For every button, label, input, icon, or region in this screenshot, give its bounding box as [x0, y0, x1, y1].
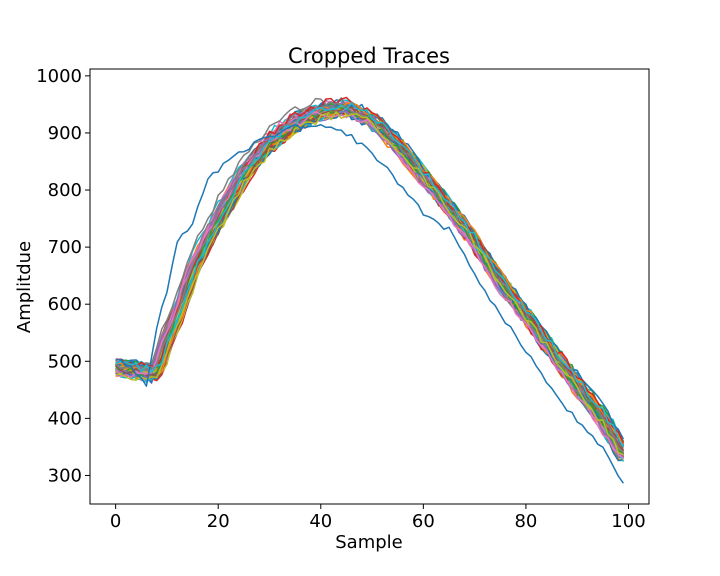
y-tick-label: 400 — [48, 408, 82, 429]
trace-line — [115, 110, 624, 460]
x-tick-label: 100 — [611, 511, 645, 532]
y-tick-label: 300 — [48, 465, 82, 486]
x-tick-label: 60 — [412, 511, 435, 532]
series-layer — [115, 96, 625, 484]
y-tick-label: 1000 — [36, 66, 82, 87]
chart-title: Cropped Traces — [288, 44, 450, 68]
y-tick-label: 500 — [48, 351, 82, 372]
x-tick-label: 20 — [207, 511, 230, 532]
y-tick-label: 700 — [48, 237, 82, 258]
y-axis-label: Amplitdue — [14, 241, 35, 333]
y-axis-ticks: 300 400 500 600 700 800 900 1000 — [36, 66, 90, 486]
y-tick-label: 800 — [48, 180, 82, 201]
x-tick-label: 0 — [110, 511, 121, 532]
axes-frame — [89, 68, 650, 505]
outlier-trace-line — [115, 123, 624, 484]
x-tick-label: 40 — [309, 511, 332, 532]
trace-line — [115, 111, 624, 456]
x-axis-label: Sample — [335, 532, 403, 553]
y-tick-label: 900 — [48, 123, 82, 144]
x-tick-label: 80 — [514, 511, 537, 532]
y-tick-label: 600 — [48, 294, 82, 315]
trace-line — [115, 102, 625, 448]
plot-area — [89, 68, 650, 505]
x-axis-ticks: 0 20 40 60 80 100 — [110, 504, 646, 532]
